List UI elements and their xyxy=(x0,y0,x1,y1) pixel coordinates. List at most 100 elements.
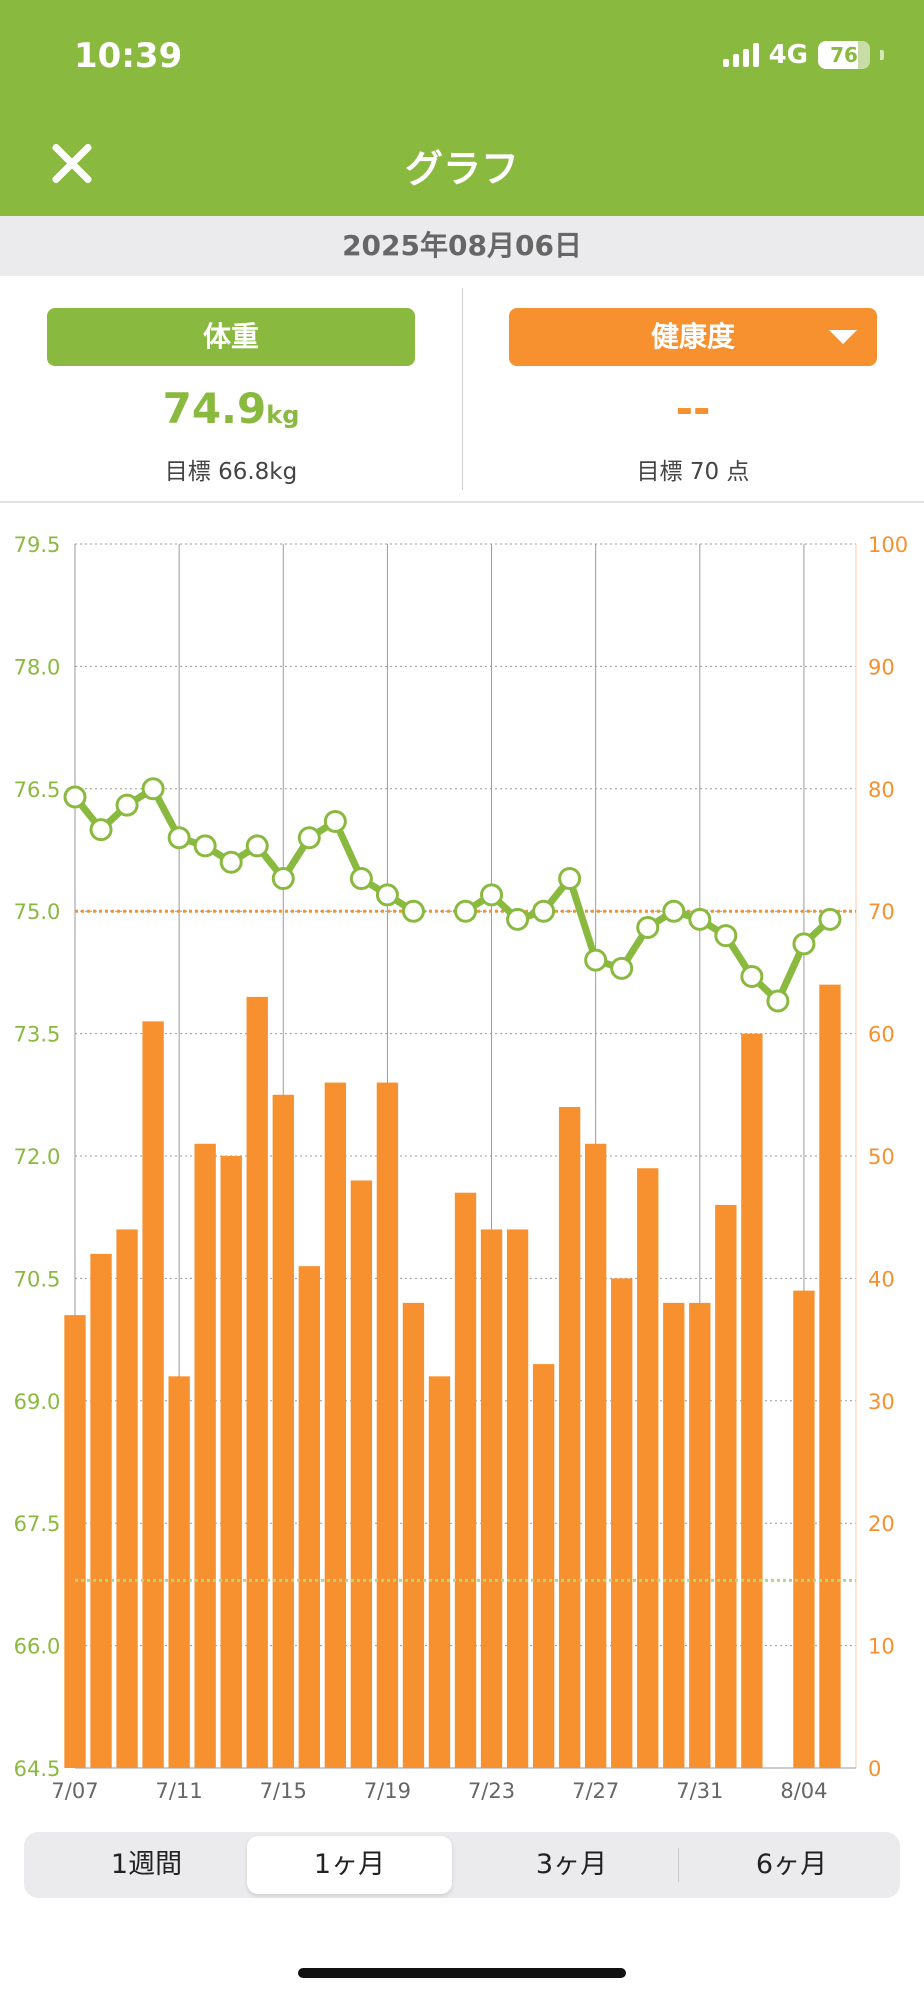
health-bar xyxy=(194,1143,216,1768)
right-axis-tick-label: 50 xyxy=(868,1145,895,1169)
left-axis-tick-label: 67.5 xyxy=(14,1512,61,1536)
weight-point xyxy=(454,899,477,923)
weight-value-display: 74.9kg xyxy=(0,384,462,433)
left-axis-tick-label: 75.0 xyxy=(14,900,61,924)
left-axis-tick-label: 73.5 xyxy=(14,1023,61,1047)
weight-point xyxy=(141,777,165,801)
weight-panel: 体重 74.9kg 目標 66.8kg xyxy=(0,276,462,502)
weight-point xyxy=(740,964,764,988)
status-time: 10:39 xyxy=(74,36,183,76)
signal-icon xyxy=(722,43,759,67)
health-bar xyxy=(480,1229,503,1768)
left-axis-tick-label: 78.0 xyxy=(14,655,61,679)
tab-1-week[interactable]: 1週間 xyxy=(110,1849,183,1880)
status-indicators: 4G 76 xyxy=(722,40,884,70)
right-axis-tick-label: 10 xyxy=(868,1635,895,1659)
x-axis-tick-label: 7/11 xyxy=(156,1779,203,1803)
health-bar xyxy=(454,1192,477,1768)
x-axis-tick-label: 8/04 xyxy=(780,1779,827,1803)
weight-point xyxy=(115,793,139,817)
health-bar xyxy=(220,1156,242,1768)
date-bar: 2025年08月06日 xyxy=(0,216,924,276)
weight-health-chart: 64.5 66.0 67.5 69.0 70.5 72.0 73.5 75.0 76.5 78.0… xyxy=(14,533,908,1803)
weight-point xyxy=(297,826,321,850)
health-bar xyxy=(715,1204,737,1768)
health-bar xyxy=(90,1253,112,1768)
health-bar xyxy=(142,1021,164,1768)
weight-point xyxy=(375,883,399,907)
weight-point xyxy=(766,989,790,1013)
weight-point xyxy=(688,907,712,931)
page-title: グラフ xyxy=(404,147,519,191)
weight-point xyxy=(636,916,660,940)
period-tabs: 1週間 1ヶ月 3ヶ月 6ヶ月 xyxy=(24,1832,900,1898)
health-bar xyxy=(663,1302,685,1768)
weight-point xyxy=(792,932,816,956)
health-target: 目標 70 点 xyxy=(636,459,750,485)
weight-label-button[interactable]: 体重 xyxy=(47,308,415,366)
health-bar xyxy=(168,1376,190,1768)
health-bar xyxy=(116,1229,138,1768)
health-bar xyxy=(246,996,268,1768)
weight-value: 74.9 xyxy=(162,384,267,433)
health-bar xyxy=(64,1315,86,1768)
x-axis-tick-label: 7/23 xyxy=(468,1779,515,1803)
weight-point xyxy=(401,899,425,923)
x-axis-tick-label: 7/27 xyxy=(572,1779,619,1803)
section-divider xyxy=(0,501,924,503)
health-bar xyxy=(611,1278,633,1768)
health-bar xyxy=(689,1302,711,1768)
health-bar xyxy=(584,1143,607,1768)
weight-point xyxy=(714,924,738,948)
left-axis-tick-label: 79.5 xyxy=(14,533,61,557)
weight-line xyxy=(72,785,833,1005)
left-axis-tick-label: 69.0 xyxy=(14,1390,61,1414)
left-axis-tick-label: 76.5 xyxy=(14,778,61,802)
left-axis-tick-label: 70.5 xyxy=(14,1267,61,1291)
right-axis-tick-label: 90 xyxy=(868,655,895,679)
x-axis-tick-label: 7/31 xyxy=(676,1779,723,1803)
battery-level: 76 xyxy=(830,43,858,67)
weight-point xyxy=(167,826,191,850)
right-axis-tick-label: 80 xyxy=(868,778,895,802)
weight-target: 目標 66.8kg xyxy=(164,459,298,485)
weight-point xyxy=(63,785,87,809)
right-axis-tick-label: 30 xyxy=(868,1390,895,1414)
weight-point xyxy=(323,809,347,833)
panel-divider xyxy=(462,288,463,490)
battery-tip-icon xyxy=(880,50,884,60)
weight-point xyxy=(610,956,634,980)
tab-3-months[interactable]: 3ヶ月 xyxy=(535,1849,608,1880)
health-bar xyxy=(350,1180,373,1768)
health-bar xyxy=(428,1376,451,1768)
dropdown-caret-icon xyxy=(829,330,857,344)
right-axis-tick-label: 40 xyxy=(868,1267,895,1291)
health-bar xyxy=(506,1229,529,1768)
health-select-button[interactable]: 健康度 xyxy=(509,308,877,366)
tab-1-month[interactable]: 1ヶ月 xyxy=(247,1836,452,1894)
x-axis-tick-label: 7/15 xyxy=(260,1779,307,1803)
left-axis-tick-label: 66.0 xyxy=(14,1635,61,1659)
right-axis-tick-label: 60 xyxy=(868,1023,895,1047)
right-axis-tick-label: 0 xyxy=(868,1757,881,1781)
health-value: -- xyxy=(675,384,711,433)
left-axis-tick-label: 72.0 xyxy=(14,1145,61,1169)
health-bar xyxy=(532,1364,555,1768)
weight-point xyxy=(662,899,686,923)
weight-unit: kg xyxy=(266,401,300,429)
health-bar xyxy=(272,1094,294,1768)
tab-6-months[interactable]: 6ヶ月 xyxy=(755,1849,828,1880)
weight-point xyxy=(349,867,373,891)
tab-separator xyxy=(678,1848,679,1882)
health-panel: 健康度 -- 目標 70 点 xyxy=(462,276,924,502)
weight-point xyxy=(480,883,504,907)
right-axis-tick-label: 70 xyxy=(868,900,895,924)
health-bar xyxy=(298,1266,320,1768)
right-axis-tick-label: 20 xyxy=(868,1512,895,1536)
weight-point xyxy=(193,834,217,858)
x-axis-tick-label: 7/07 xyxy=(51,1779,98,1803)
x-axis-tick-label: 7/19 xyxy=(364,1779,411,1803)
weight-point xyxy=(506,907,530,931)
app-header: 10:39 4G 76 グラフ xyxy=(0,0,924,216)
battery-icon: 76 xyxy=(818,41,870,69)
